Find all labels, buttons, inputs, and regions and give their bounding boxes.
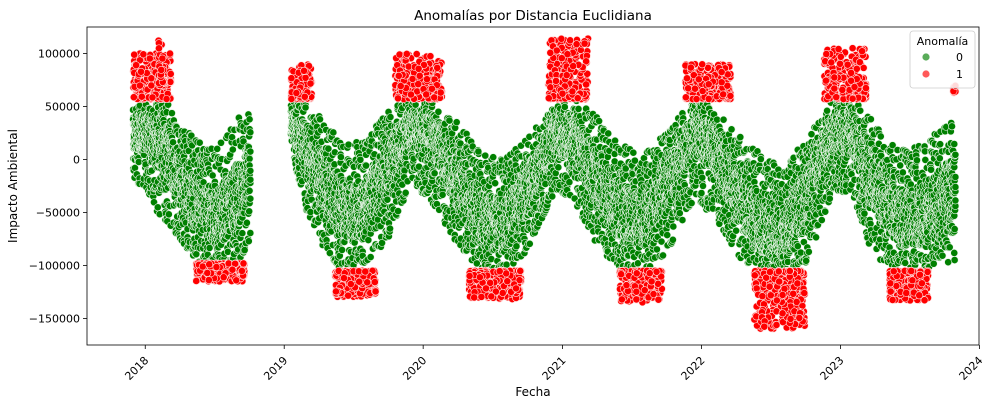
- point-normal: [474, 147, 483, 156]
- point-normal: [489, 153, 498, 162]
- point-normal: [394, 207, 402, 216]
- point-normal: [245, 207, 254, 216]
- point-normal: [366, 253, 375, 262]
- point-normal: [245, 186, 254, 195]
- point-normal: [383, 195, 392, 204]
- point-normal: [246, 166, 255, 175]
- point-normal: [134, 158, 143, 166]
- point-normal: [554, 163, 563, 172]
- point-normal: [491, 179, 500, 188]
- point-normal: [153, 203, 162, 212]
- point-normal: [362, 161, 370, 170]
- point-normal: [238, 229, 247, 238]
- point-normal: [548, 192, 557, 201]
- point-normal: [246, 194, 255, 203]
- scatter-points: [129, 34, 960, 333]
- point-normal: [452, 118, 461, 127]
- point-normal: [525, 239, 534, 248]
- point-normal: [245, 115, 254, 124]
- point-normal: [324, 144, 333, 153]
- point-normal: [338, 246, 346, 254]
- point-normal: [246, 175, 255, 184]
- point-normal: [316, 115, 324, 124]
- point-normal: [242, 218, 251, 227]
- point-normal: [187, 131, 196, 140]
- point-normal: [167, 109, 176, 118]
- point-normal: [481, 151, 490, 160]
- point-normal: [240, 246, 249, 255]
- point-normal: [344, 140, 353, 149]
- point-normal: [401, 188, 410, 197]
- point-normal: [244, 237, 253, 246]
- point-normal: [208, 171, 217, 180]
- point-normal: [386, 113, 395, 122]
- point-normal: [329, 128, 338, 137]
- point-normal: [438, 190, 447, 199]
- point-normal: [246, 147, 255, 156]
- point-normal: [195, 138, 204, 147]
- point-normal: [386, 224, 394, 233]
- point-normal: [364, 236, 373, 244]
- point-normal: [434, 107, 443, 116]
- point-normal: [301, 103, 310, 112]
- point-normal: [164, 210, 173, 219]
- point-normal: [245, 154, 254, 163]
- point-normal: [512, 242, 521, 251]
- point-normal: [228, 145, 237, 154]
- point-normal: [565, 178, 574, 187]
- point-normal: [430, 169, 439, 178]
- point-normal: [246, 229, 255, 237]
- point-normal: [246, 128, 255, 137]
- point-normal: [337, 153, 345, 161]
- point-normal: [574, 105, 583, 113]
